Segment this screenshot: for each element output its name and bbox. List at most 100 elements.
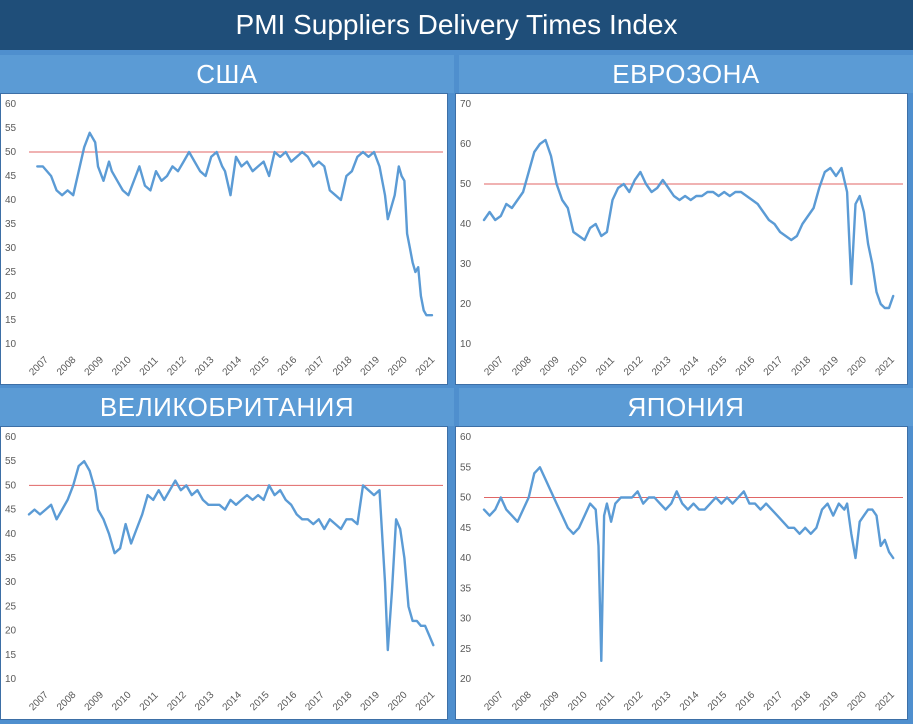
x-tick-label: 2012: [165, 354, 189, 378]
x-tick-label: 2016: [734, 689, 758, 713]
y-tick-label: 20: [5, 626, 17, 637]
y-tick-label: 35: [5, 553, 17, 564]
x-tick-label: 2007: [27, 689, 51, 713]
y-tick-label: 35: [460, 583, 472, 594]
y-tick-label: 70: [460, 99, 472, 110]
y-tick-label: 55: [5, 123, 17, 134]
x-tick-label: 2014: [221, 689, 245, 713]
y-tick-label: 40: [5, 529, 17, 540]
y-tick-label: 45: [460, 523, 472, 534]
x-tick-label: 2020: [386, 689, 410, 713]
page-title: PMI Suppliers Delivery Times Index: [0, 0, 913, 50]
x-tick-label: 2019: [818, 689, 842, 713]
series-line: [482, 138, 895, 310]
chart-panel-japan: 20 25 30 35 40 45 50 55 60 2007 2008 2009 2010 2011 20…: [455, 426, 908, 720]
x-tick-label: 2016: [734, 354, 758, 378]
y-tick-label: 15: [5, 315, 17, 326]
y-tick-label: 50: [460, 493, 472, 504]
y-tick-label: 30: [5, 577, 17, 588]
x-tick-label: 2019: [359, 689, 383, 713]
chart-title-usa: США: [0, 55, 454, 93]
x-tick-label: 2017: [303, 689, 327, 713]
y-tick-label: 60: [5, 99, 17, 110]
x-tick-label: 2019: [818, 354, 842, 378]
series-line: [482, 466, 895, 663]
x-tick-label: 2015: [248, 689, 272, 713]
x-tick-label: 2015: [248, 354, 272, 378]
x-tick-label: 2016: [276, 689, 300, 713]
x-tick-label: 2021: [873, 354, 897, 378]
x-tick-label: 2009: [538, 354, 562, 378]
x-tick-label: 2012: [165, 689, 189, 713]
x-tick-label: 2014: [678, 354, 702, 378]
x-tick-label: 2018: [790, 354, 814, 378]
y-tick-label: 55: [5, 456, 17, 467]
y-tick-label: 25: [5, 267, 17, 278]
series-line: [27, 460, 435, 652]
x-tick-label: 2017: [762, 354, 786, 378]
x-tick-label: 2007: [482, 689, 506, 713]
y-tick-label: 20: [460, 299, 472, 310]
x-tick-label: 2010: [110, 689, 134, 713]
x-tick-label: 2020: [845, 689, 869, 713]
y-tick-label: 40: [460, 219, 472, 230]
y-tick-label: 40: [460, 553, 472, 564]
y-tick-label: 60: [460, 432, 472, 443]
x-tick-label: 2009: [538, 689, 562, 713]
series-line: [36, 131, 434, 317]
x-tick-label: 2021: [873, 689, 897, 713]
y-tick-label: 10: [5, 674, 17, 685]
y-tick-label: 10: [5, 339, 17, 350]
x-tick-label: 2018: [331, 689, 355, 713]
x-tick-label: 2018: [790, 689, 814, 713]
x-tick-label: 2007: [482, 354, 506, 378]
y-tick-label: 25: [5, 601, 17, 612]
y-tick-label: 45: [5, 171, 17, 182]
x-tick-label: 2008: [55, 689, 79, 713]
y-tick-label: 60: [460, 139, 472, 150]
y-tick-label: 60: [5, 432, 17, 443]
x-tick-label: 2007: [27, 354, 51, 378]
y-tick-label: 30: [460, 259, 472, 270]
chart-panel-eurozone: 10 20 30 40 50 60 70 2007 2008 2009 2010 2011 2012 20…: [455, 93, 908, 385]
x-tick-label: 2013: [193, 354, 217, 378]
y-tick-label: 50: [460, 179, 472, 190]
x-tick-label: 2011: [594, 355, 617, 378]
y-tick-label: 10: [460, 339, 472, 350]
x-tick-label: 2014: [221, 354, 245, 378]
x-tick-label: 2011: [138, 690, 161, 713]
y-tick-label: 55: [460, 462, 472, 473]
x-tick-label: 2013: [650, 689, 674, 713]
x-tick-label: 2015: [706, 354, 730, 378]
y-tick-label: 15: [5, 650, 17, 661]
y-tick-label: 30: [460, 614, 472, 625]
x-tick-label: 2016: [276, 354, 300, 378]
y-tick-label: 25: [460, 644, 472, 655]
chart-panel-uk: 10 15 20 25 30 35 40 45 50 55 60 2007 2008 2009 2010 20…: [0, 426, 448, 720]
chart-title-uk: ВЕЛИКОБРИТАНИЯ: [0, 388, 454, 426]
x-tick-label: 2008: [55, 354, 79, 378]
x-tick-label: 2017: [303, 354, 327, 378]
y-tick-label: 35: [5, 219, 17, 230]
x-tick-label: 2010: [566, 689, 590, 713]
x-tick-label: 2015: [706, 689, 730, 713]
y-tick-label: 45: [5, 505, 17, 516]
x-tick-label: 2010: [566, 354, 590, 378]
x-tick-label: 2018: [331, 354, 355, 378]
y-tick-label: 50: [5, 480, 17, 491]
y-tick-label: 40: [5, 195, 17, 206]
chart-title-japan: ЯПОНИЯ: [459, 388, 913, 426]
x-tick-label: 2011: [138, 355, 161, 378]
x-tick-label: 2008: [510, 689, 534, 713]
x-tick-label: 2010: [110, 354, 134, 378]
x-tick-label: 2013: [650, 354, 674, 378]
y-tick-label: 20: [460, 674, 472, 685]
x-tick-label: 2012: [622, 354, 646, 378]
x-tick-label: 2012: [622, 689, 646, 713]
x-tick-label: 2020: [845, 354, 869, 378]
x-tick-label: 2021: [414, 689, 438, 713]
